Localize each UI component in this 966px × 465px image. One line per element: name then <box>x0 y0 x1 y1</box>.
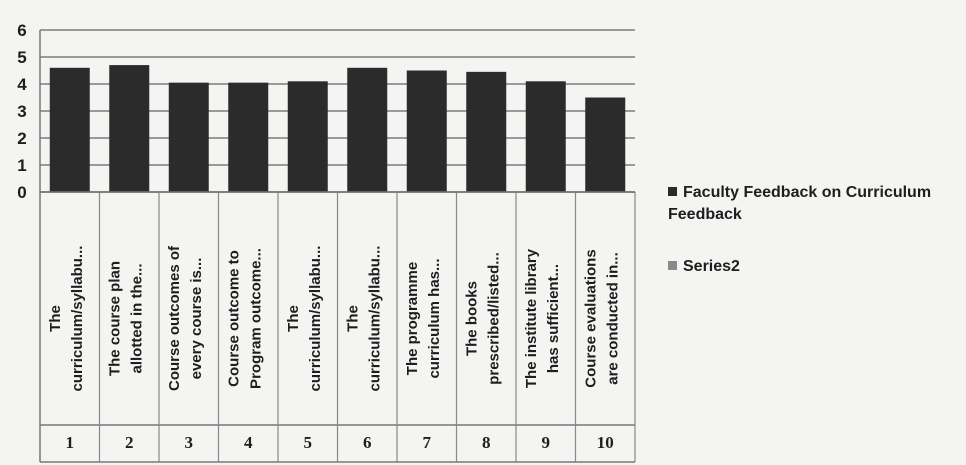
x-tick-label: every course is... <box>188 258 205 380</box>
y-tick-label: 5 <box>17 48 26 67</box>
x-tick-label: are conducted in... <box>604 252 621 385</box>
x-group-label: 5 <box>304 433 313 452</box>
x-group-label: 10 <box>597 433 614 452</box>
x-tick-label: has sufficient... <box>545 264 562 373</box>
x-group-label: 8 <box>482 433 491 452</box>
x-tick-label: Course outcome to <box>225 250 242 387</box>
bar <box>347 67 388 192</box>
x-tick-label: allotted in the... <box>128 263 145 373</box>
y-tick-label: 6 <box>17 21 26 40</box>
bar <box>49 67 90 192</box>
legend-item: Series2 <box>668 256 966 278</box>
y-tick-label: 1 <box>17 156 26 175</box>
x-tick-label: The <box>285 305 302 332</box>
x-tick-label: The institute library <box>523 248 540 388</box>
x-tick-label: curriculum/syllabu... <box>307 246 324 392</box>
x-group-label: 1 <box>66 433 75 452</box>
y-tick-label: 0 <box>17 183 26 202</box>
x-tick-label: Course outcomes of <box>166 245 183 391</box>
x-tick-label: The course plan <box>106 261 123 376</box>
bar <box>406 70 447 192</box>
x-group-label: 4 <box>244 433 253 452</box>
legend-label: Series2 <box>683 258 740 275</box>
x-tick-label: The books <box>463 281 480 356</box>
bar <box>585 97 626 192</box>
x-group-label: 9 <box>542 433 551 452</box>
x-tick-label: The <box>344 305 361 332</box>
x-tick-label: curriculum has... <box>426 258 443 378</box>
x-tick-label: curriculum/syllabu... <box>69 246 86 392</box>
x-tick-label: Program outcome... <box>247 248 264 389</box>
legend-item: Faculty Feedback on Curriculum Feedback <box>668 182 966 226</box>
x-group-label: 7 <box>423 433 432 452</box>
bar <box>525 81 566 192</box>
x-group-label: 6 <box>363 433 372 452</box>
y-tick-label: 4 <box>17 75 27 94</box>
legend-swatch <box>668 187 677 196</box>
x-tick-label: The <box>47 305 64 332</box>
x-group-label: 2 <box>125 433 134 452</box>
x-tick-label: The programme <box>404 262 421 375</box>
legend-swatch <box>668 261 677 270</box>
x-tick-label: curriculum/syllabu... <box>366 246 383 392</box>
y-tick-label: 3 <box>17 102 26 121</box>
bar <box>109 65 150 192</box>
bar <box>168 82 209 192</box>
bar <box>466 71 507 192</box>
legend-label: Faculty Feedback on Curriculum Feedback <box>668 184 932 223</box>
y-tick-label: 2 <box>17 129 26 148</box>
x-tick-label: prescribed/listed... <box>485 252 502 385</box>
x-group-label: 3 <box>185 433 194 452</box>
bar <box>287 81 328 192</box>
bar <box>228 82 269 192</box>
x-tick-label: Course evaluations <box>582 249 599 387</box>
